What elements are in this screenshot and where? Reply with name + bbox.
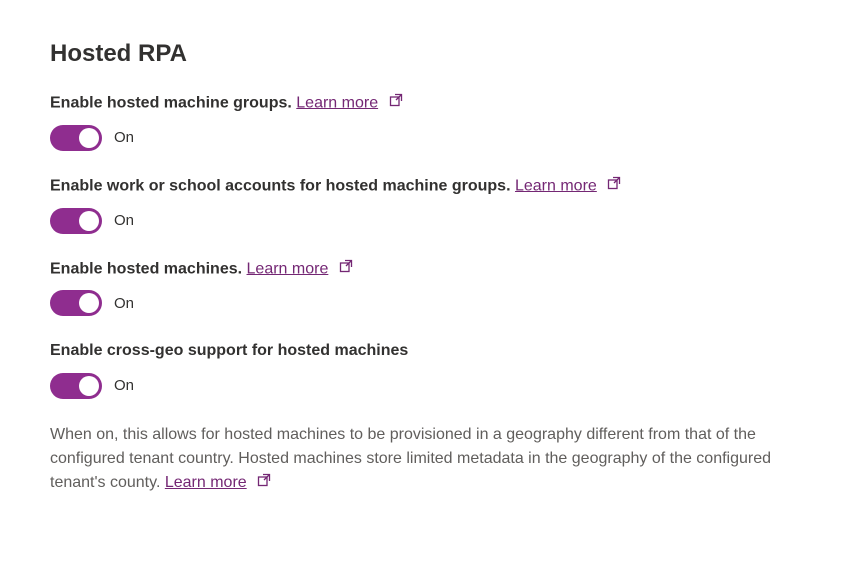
toggle-knob [79, 211, 99, 231]
toggle-state-label: On [114, 377, 134, 394]
toggle-hosted-machines[interactable] [50, 290, 102, 316]
setting-label-row: Enable hosted machines. Learn more [50, 258, 800, 281]
toggle-cross-geo[interactable] [50, 373, 102, 399]
setting-label: Enable work or school accounts for hoste… [50, 177, 511, 194]
setting-label: Enable cross-geo support for hosted mach… [50, 342, 408, 359]
toggle-knob [79, 376, 99, 396]
toggle-state-label: On [114, 295, 134, 312]
learn-more-link[interactable]: Learn more [165, 474, 247, 491]
toggle-knob [79, 293, 99, 313]
setting-label: Enable hosted machines. [50, 260, 242, 277]
description-text: When on, this allows for hosted machines… [50, 426, 771, 491]
external-link-icon [339, 258, 353, 280]
toggle-row: On [50, 290, 800, 316]
learn-more-link[interactable]: Learn more [515, 177, 597, 194]
setting-description: When on, this allows for hosted machines… [50, 423, 800, 495]
section-title: Hosted RPA [50, 40, 800, 68]
setting-label-row: Enable hosted machine groups. Learn more [50, 92, 800, 115]
setting-work-school-accounts: Enable work or school accounts for hoste… [50, 175, 800, 234]
learn-more-link[interactable]: Learn more [247, 260, 329, 277]
setting-cross-geo: Enable cross-geo support for hosted mach… [50, 340, 800, 398]
external-link-icon [389, 92, 403, 114]
toggle-row: On [50, 125, 800, 151]
external-link-icon [257, 471, 271, 495]
setting-label-row: Enable work or school accounts for hoste… [50, 175, 800, 198]
toggle-work-school-accounts[interactable] [50, 208, 102, 234]
toggle-row: On [50, 208, 800, 234]
toggle-row: On [50, 373, 800, 399]
setting-hosted-machines: Enable hosted machines. Learn more On [50, 258, 800, 317]
setting-hosted-machine-groups: Enable hosted machine groups. Learn more… [50, 92, 800, 151]
learn-more-link[interactable]: Learn more [296, 94, 378, 111]
toggle-state-label: On [114, 129, 134, 146]
setting-label-row: Enable cross-geo support for hosted mach… [50, 340, 800, 362]
toggle-knob [79, 128, 99, 148]
toggle-hosted-machine-groups[interactable] [50, 125, 102, 151]
setting-label: Enable hosted machine groups. [50, 94, 292, 111]
external-link-icon [607, 175, 621, 197]
toggle-state-label: On [114, 212, 134, 229]
